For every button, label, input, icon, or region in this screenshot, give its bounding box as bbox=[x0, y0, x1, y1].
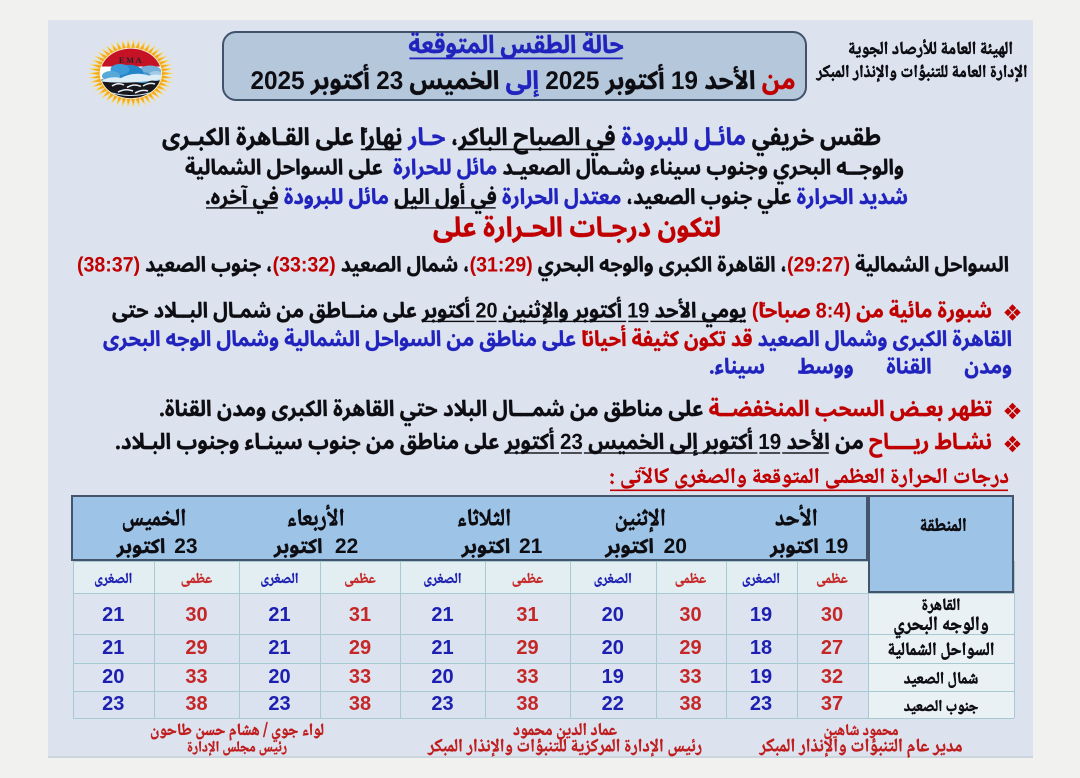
svg-text:EMA: EMA bbox=[119, 55, 143, 65]
